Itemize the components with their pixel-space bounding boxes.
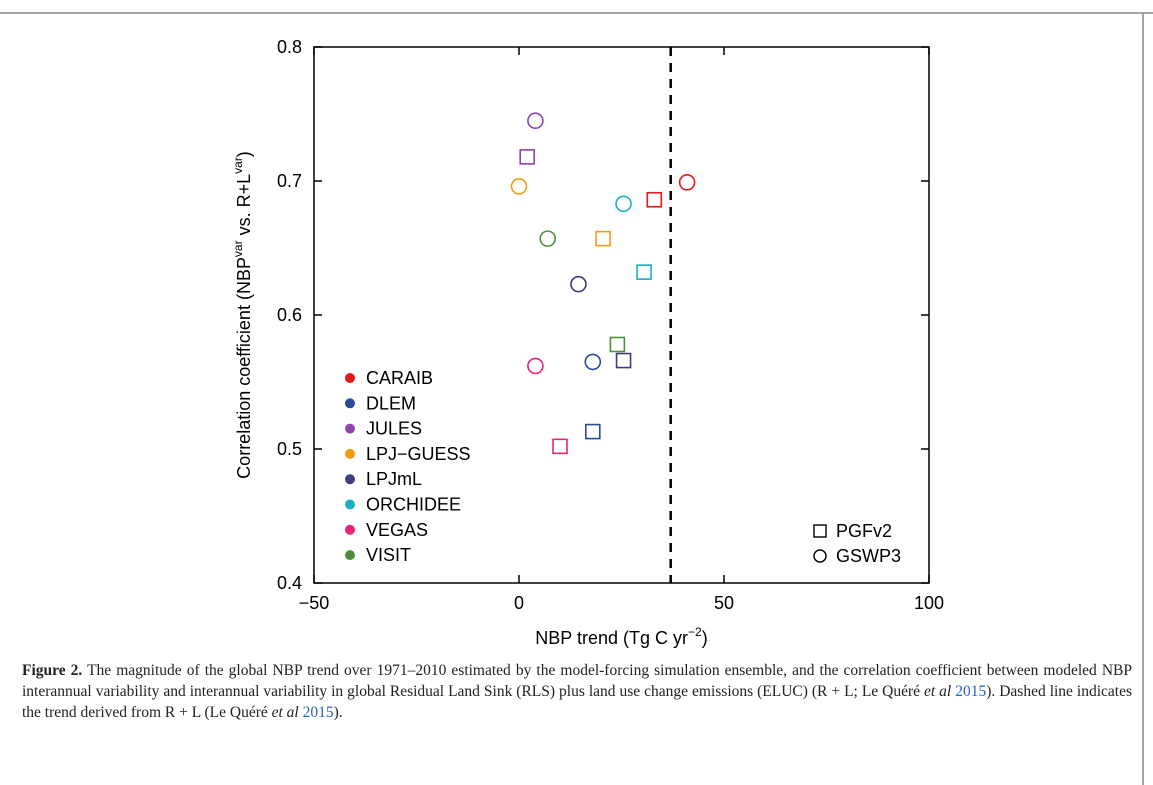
axes-layer: −50 0 50 100 0.4 0.5 0.6 0.7 0.8 (277, 37, 944, 613)
x-tick-label: −50 (299, 593, 330, 613)
legend-dot (345, 550, 355, 561)
caption-text-3: ). (333, 704, 343, 721)
point-circle (584, 353, 602, 371)
point-square (609, 336, 626, 353)
point-circle (527, 357, 544, 375)
point-circle (570, 275, 587, 293)
legend-square-marker (813, 524, 827, 538)
legend-dot (345, 423, 355, 434)
forcing-legend-label: GSWP3 (836, 546, 901, 566)
point-circle (510, 178, 528, 195)
point-square (595, 230, 611, 247)
caption-text-2: ). Dashed line indicates the trend deriv… (22, 683, 1133, 721)
point-circle (615, 195, 632, 213)
caption-etal-1: et al (924, 683, 952, 700)
point-circle (678, 174, 696, 191)
point-square (584, 423, 601, 440)
legend-label: LPJ−GUESS (366, 444, 471, 464)
legend-label: CARAIB (366, 368, 433, 388)
figure-label: Figure 2. (22, 662, 83, 679)
y-tick-label: 0.4 (277, 573, 302, 593)
y-axis-title: Correlation coefficient (NBPvar vs. R+Lv… (231, 151, 254, 479)
point-square (646, 191, 663, 208)
forcing-legend: PGFv2 GSWP3 (813, 521, 901, 566)
legend-dot (345, 373, 355, 383)
legend-label: VISIT (366, 545, 411, 565)
y-tick-label: 0.5 (277, 439, 302, 459)
legend-dot (345, 448, 355, 459)
legend-label: JULES (366, 419, 422, 439)
point-square (519, 149, 536, 165)
caption-reference-link-2[interactable]: 2015 (302, 704, 334, 721)
figure-caption: Figure 2. The magnitude of the global NB… (22, 660, 1132, 723)
caption-text-1: The magnitude of the global NBP trend ov… (22, 662, 1132, 700)
y-tick-label: 0.7 (277, 171, 302, 191)
caption-reference-link-1[interactable]: 2015 (955, 683, 987, 700)
x-tick-label: 50 (714, 593, 734, 613)
point-square (552, 438, 568, 455)
point-circle (539, 230, 557, 247)
legend-label: DLEM (366, 393, 416, 413)
legend-label: VEGAS (366, 520, 428, 540)
scatter-chart: −50 0 50 100 0.4 0.5 0.6 0.7 0.8 CARAIB DLEM JULES… (231, 37, 944, 648)
legend-circle-marker (813, 549, 827, 563)
forcing-legend-label: PGFv2 (836, 521, 892, 541)
point-circle (527, 112, 544, 129)
legend-dot (345, 524, 355, 535)
legend-dot (345, 398, 355, 409)
point-square (636, 264, 652, 280)
x-tick-label: 100 (914, 593, 944, 613)
model-legend: CARAIB DLEM JULES LPJ−GUESS LPJmL ORCHIDEE VEG… (345, 368, 471, 565)
legend-label: ORCHIDEE (366, 495, 461, 515)
y-tick-label: 0.8 (277, 37, 302, 57)
x-tick-label: 0 (514, 593, 524, 613)
y-tick-label: 0.6 (277, 305, 302, 325)
point-square (615, 352, 632, 369)
legend-dot (345, 499, 355, 510)
x-axis-title: NBP trend (Tg C yr−2) (535, 625, 707, 648)
legend-dot (345, 474, 355, 485)
legend-label: LPJmL (366, 469, 422, 489)
data-points-layer (510, 112, 696, 455)
caption-etal-2: et al (271, 704, 299, 721)
